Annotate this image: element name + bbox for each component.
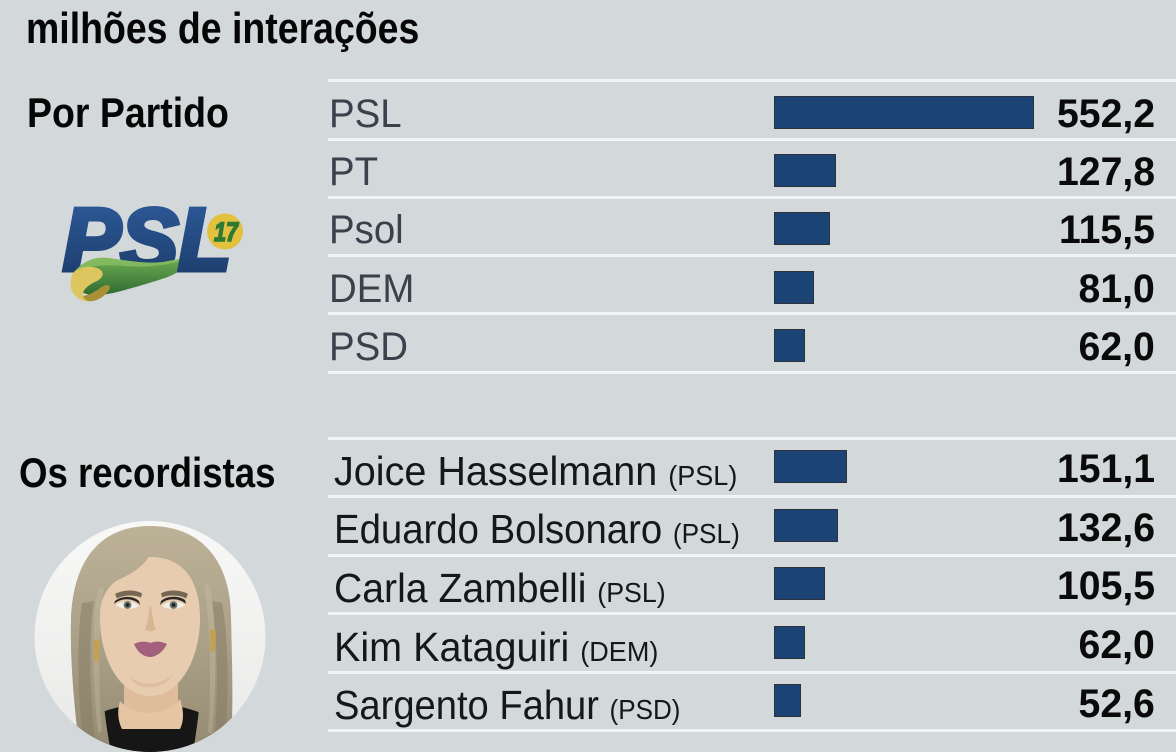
svg-text:17: 17 <box>214 217 240 247</box>
